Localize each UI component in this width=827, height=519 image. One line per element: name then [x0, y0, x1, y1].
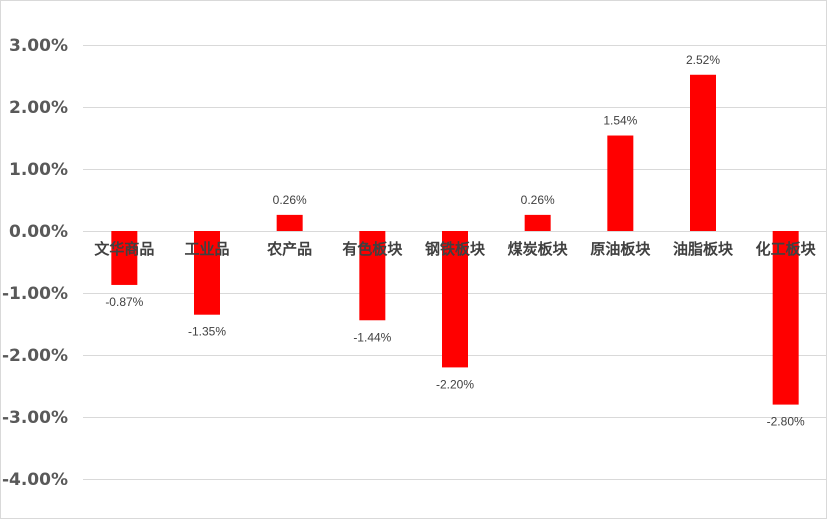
y-tick-label: 3.00% [9, 36, 68, 56]
category-label: 有色板块 [342, 240, 403, 258]
bar [276, 214, 303, 231]
category-label: 油脂板块 [673, 240, 734, 258]
data-label: -1.44% [353, 330, 391, 344]
bar [194, 231, 220, 315]
category-label: 原油板块 [590, 240, 651, 258]
bar [607, 135, 634, 231]
category-label: 文华商品 [94, 240, 154, 258]
category-label: 钢铁板块 [425, 240, 486, 258]
bar [524, 214, 551, 231]
data-label: 0.26% [521, 193, 555, 207]
y-tick-label: 1.00% [9, 160, 68, 180]
category-label: 农产品 [266, 240, 312, 258]
y-tick-label: -2.00% [2, 346, 68, 366]
category-label: 工业品 [184, 240, 229, 258]
category-label: 煤炭板块 [508, 240, 569, 258]
bar [111, 231, 138, 285]
data-label: 0.26% [273, 193, 307, 207]
data-label: 2.52% [686, 53, 720, 67]
y-tick-label: -4.00% [2, 470, 68, 490]
y-tick-label: -1.00% [2, 284, 68, 304]
data-label: -2.20% [436, 377, 474, 391]
data-label: -1.35% [188, 325, 226, 339]
bar [442, 231, 468, 368]
y-axis-tick-labels: 3.00% 2.00% 1.00% 0.00% -1.00% -2.00% -3.00% -4… [2, 36, 68, 490]
data-label: 1.54% [603, 114, 637, 128]
data-label: -0.87% [105, 295, 143, 309]
y-tick-label: 2.00% [9, 98, 68, 118]
bar-series [111, 74, 799, 405]
y-tick-label: 0.00% [9, 222, 68, 242]
data-labels: -0.87% -1.35% 0.26% -1.44% -2.20% 0.26% 1.54% 2… [105, 53, 805, 429]
y-tick-label: -3.00% [2, 408, 68, 428]
category-labels: 文华商品 工业品 农产品 有色板块 钢铁板块 煤炭板块 原油板块 油脂板块 化工板块 [94, 240, 816, 258]
data-label: -2.80% [767, 415, 805, 429]
bar [772, 231, 799, 405]
category-label: 化工板块 [756, 240, 817, 258]
bar [690, 74, 716, 231]
bar [359, 231, 386, 321]
